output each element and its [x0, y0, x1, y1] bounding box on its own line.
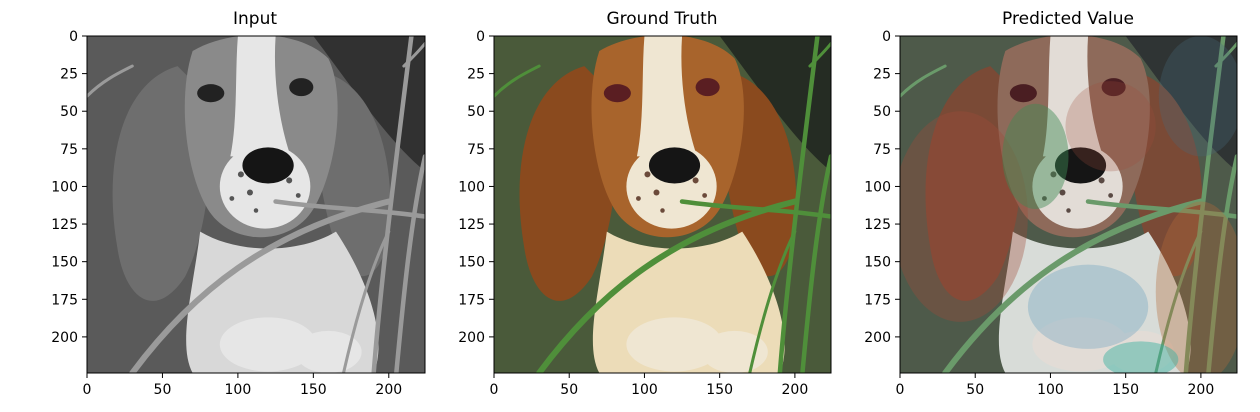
- y-tick-label: 175: [51, 292, 78, 308]
- x-tick-label: 100: [631, 382, 658, 398]
- x-axis-ground-truth: 0 50 100 150 200: [490, 373, 809, 398]
- y-tick-label: 125: [51, 217, 78, 233]
- y-tick-label: 50: [60, 104, 78, 120]
- x-tick-label: 200: [782, 382, 809, 398]
- y-tick-label: 200: [864, 330, 891, 346]
- panel-title-input: Input: [233, 9, 277, 29]
- y-axis-input: 0 25 50 75 100 125 150 175 200: [51, 29, 87, 346]
- ground-truth-image: [494, 36, 831, 373]
- predicted-value-image: [900, 36, 1237, 373]
- y-tick-label: 75: [873, 142, 891, 158]
- y-tick-label: 175: [864, 292, 891, 308]
- y-tick-label: 150: [458, 255, 485, 271]
- y-axis-predicted-value: 0 25 50 75 100 125 150 175 200: [864, 29, 900, 346]
- y-tick-label: 0: [476, 29, 485, 45]
- y-tick-label: 175: [458, 292, 485, 308]
- x-tick-label: 100: [225, 382, 252, 398]
- y-tick-label: 200: [51, 330, 78, 346]
- x-tick-label: 200: [1188, 382, 1215, 398]
- x-tick-label: 50: [154, 382, 172, 398]
- input-image: [87, 36, 425, 373]
- x-tick-label: 50: [560, 382, 578, 398]
- y-tick-label: 100: [51, 179, 78, 195]
- x-tick-label: 50: [966, 382, 984, 398]
- panel-title-ground-truth: Ground Truth: [606, 9, 717, 29]
- y-tick-label: 25: [60, 67, 78, 83]
- y-tick-label: 200: [458, 330, 485, 346]
- panel-predicted-value: Predicted Value 0 25 50 75 100 125 150 175 200 0…: [864, 9, 1238, 398]
- y-tick-label: 100: [864, 179, 891, 195]
- y-tick-label: 75: [60, 142, 78, 158]
- y-tick-label: 0: [882, 29, 891, 45]
- panel-ground-truth: Ground Truth 0 25 50 75 100 125 150 175 200 0 50 1…: [458, 9, 832, 398]
- x-tick-label: 0: [490, 382, 499, 398]
- y-tick-label: 0: [69, 29, 78, 45]
- x-tick-label: 150: [706, 382, 733, 398]
- x-tick-label: 100: [1037, 382, 1064, 398]
- x-tick-label: 150: [1112, 382, 1139, 398]
- y-tick-label: 125: [864, 217, 891, 233]
- y-tick-label: 50: [467, 104, 485, 120]
- y-tick-label: 25: [873, 67, 891, 83]
- x-tick-label: 150: [300, 382, 327, 398]
- y-tick-label: 100: [458, 179, 485, 195]
- x-tick-label: 200: [375, 382, 402, 398]
- x-axis-input: 0 50 100 150 200: [83, 373, 402, 398]
- x-axis-predicted-value: 0 50 100 150 200: [896, 373, 1215, 398]
- y-tick-label: 125: [458, 217, 485, 233]
- panel-title-predicted-value: Predicted Value: [1002, 9, 1134, 29]
- x-tick-label: 0: [896, 382, 905, 398]
- y-axis-ground-truth: 0 25 50 75 100 125 150 175 200: [458, 29, 494, 346]
- y-tick-label: 50: [873, 104, 891, 120]
- y-tick-label: 25: [467, 67, 485, 83]
- y-tick-label: 150: [864, 255, 891, 271]
- y-tick-label: 75: [467, 142, 485, 158]
- y-tick-label: 150: [51, 255, 78, 271]
- panel-input: Input 0 25 50 75 100 125 150 175 200 0 50 100 150 20…: [51, 9, 426, 398]
- x-tick-label: 0: [83, 382, 92, 398]
